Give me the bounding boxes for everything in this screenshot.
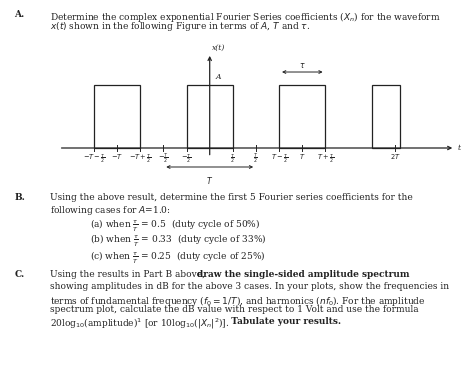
Text: $T$: $T$	[206, 175, 213, 186]
Bar	[187, 85, 233, 148]
Text: spectrum plot, calculate the dB value with respect to 1 Volt and use the formula: spectrum plot, calculate the dB value wi…	[50, 305, 419, 314]
Text: (a) when $\frac{\tau}{T}$ = 0.5  (duty cycle of 50%): (a) when $\frac{\tau}{T}$ = 0.5 (duty cy…	[90, 218, 260, 234]
Text: Tabulate your results.: Tabulate your results.	[225, 317, 341, 326]
Text: terms of fundamental frequency ($f_0 = 1/T$), and harmonics ($nf_0$). For the am: terms of fundamental frequency ($f_0 = 1…	[50, 294, 425, 308]
Text: $2T$: $2T$	[390, 152, 401, 161]
Text: $\frac{\tau}{2}$: $\frac{\tau}{2}$	[230, 152, 235, 165]
Bar	[279, 85, 326, 148]
Bar	[94, 85, 140, 148]
Text: x(t): x(t)	[212, 44, 226, 52]
Text: $\tau$: $\tau$	[299, 61, 306, 70]
Text: $-T+\frac{\tau}{2}$: $-T+\frac{\tau}{2}$	[129, 152, 152, 165]
Text: $-T$: $-T$	[111, 152, 123, 161]
Text: C.: C.	[14, 270, 25, 279]
Text: $x(t)$ shown in the following Figure in terms of $A$, $T$ and $\tau$.: $x(t)$ shown in the following Figure in …	[50, 20, 310, 33]
Text: Using the results in Part B above,: Using the results in Part B above,	[50, 270, 208, 279]
Text: $-\frac{\tau}{2}$: $-\frac{\tau}{2}$	[181, 152, 192, 165]
Text: following cases for $A$=1.0:: following cases for $A$=1.0:	[50, 204, 171, 217]
Text: (b) when $\frac{\tau}{T}$ = 0.33  (duty cycle of 33%): (b) when $\frac{\tau}{T}$ = 0.33 (duty c…	[90, 233, 266, 249]
Text: Determine the complex exponential Fourier Series coefficients ($X_n$) for the wa: Determine the complex exponential Fourie…	[50, 10, 440, 24]
Text: (c) when $\frac{\tau}{T}$ = 0.25  (duty cycle of 25%): (c) when $\frac{\tau}{T}$ = 0.25 (duty c…	[90, 250, 265, 266]
Text: $-T-\frac{\tau}{2}$: $-T-\frac{\tau}{2}$	[82, 152, 105, 165]
Text: t: t	[458, 144, 461, 152]
Text: showing amplitudes in dB for the above 3 cases. In your plots, show the frequenc: showing amplitudes in dB for the above 3…	[50, 282, 449, 291]
Bar	[372, 85, 400, 148]
Text: $T$: $T$	[299, 152, 306, 161]
Text: B.: B.	[14, 193, 25, 202]
Text: draw the single-sided amplitude spectrum: draw the single-sided amplitude spectrum	[197, 270, 409, 279]
Text: $\frac{T}{2}$: $\frac{T}{2}$	[254, 152, 259, 166]
Text: A: A	[215, 73, 221, 81]
Text: 20log$_{10}$(amplitude)$^1$ [or 10log$_{10}$(|$X_n$|$^2$)].: 20log$_{10}$(amplitude)$^1$ [or 10log$_{…	[50, 317, 229, 331]
Text: $-\frac{T}{2}$: $-\frac{T}{2}$	[158, 152, 169, 166]
Text: $T+\frac{\tau}{2}$: $T+\frac{\tau}{2}$	[317, 152, 334, 165]
Text: $T-\frac{\tau}{2}$: $T-\frac{\tau}{2}$	[271, 152, 288, 165]
Text: Using the above result, determine the first 5 Fourier series coefficients for th: Using the above result, determine the fi…	[50, 193, 412, 202]
Text: A.: A.	[14, 10, 25, 19]
